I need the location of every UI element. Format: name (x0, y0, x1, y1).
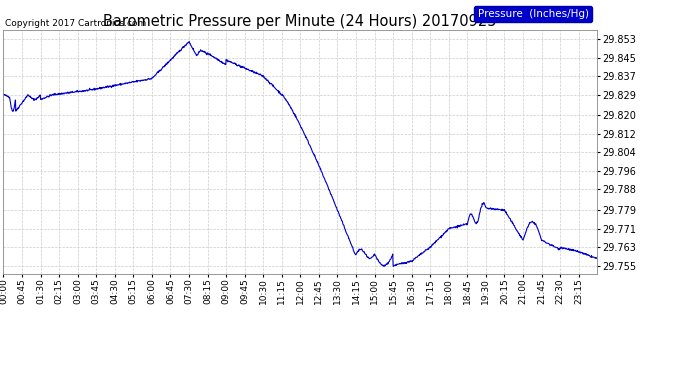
Title: Barometric Pressure per Minute (24 Hours) 20170925: Barometric Pressure per Minute (24 Hours… (104, 14, 497, 29)
Text: Copyright 2017 Cartronics.com: Copyright 2017 Cartronics.com (5, 18, 146, 28)
Legend: Pressure  (Inches/Hg): Pressure (Inches/Hg) (475, 6, 591, 22)
